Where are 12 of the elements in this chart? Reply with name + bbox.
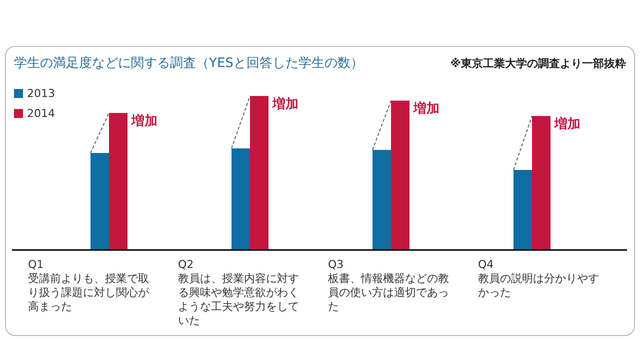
annotation: 増加 xyxy=(130,112,158,129)
annotation: 増加 xyxy=(412,100,440,117)
x-tick-label: Q3 板書、情報機器などの教員の使い方は適切であった xyxy=(328,258,450,314)
x-tick-label: Q1 受講前よりも、授業で取り扱う課題に対し関心が高まった xyxy=(28,258,150,314)
x-tick-label: Q2 教員は、授業内容に対する興味や勉学意欲がわくような工夫や努力をしていた xyxy=(178,258,300,328)
x-tick-label: Q4 教員の説明は分かりやすかった xyxy=(478,258,600,300)
annotation: 増加 xyxy=(272,96,298,112)
annotation: 増加 xyxy=(554,116,580,132)
chart-title: 学生の満足度などに関する調査（YESと回答した学生の数） xyxy=(14,55,364,72)
legend-label: 2013 xyxy=(26,87,55,100)
text: ※東京工業大学の調査より一部抜粋 xyxy=(450,56,626,71)
legend-label: 2014 xyxy=(26,107,55,120)
